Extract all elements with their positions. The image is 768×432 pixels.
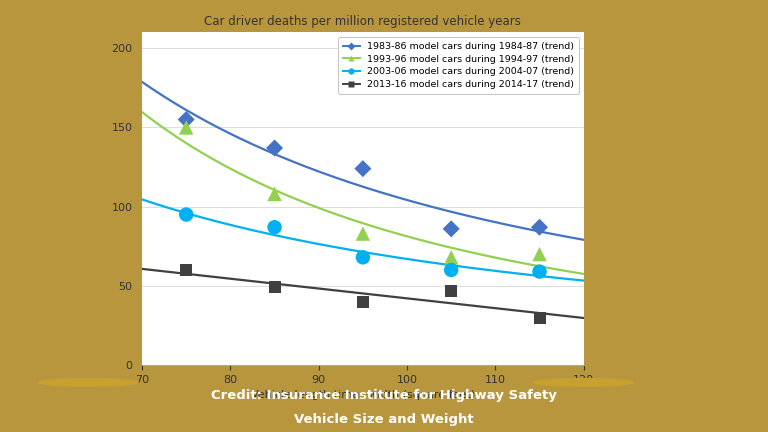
Text: Credit: Insurance Institute for Highway Safety: Credit: Insurance Institute for Highway … <box>211 389 557 402</box>
Text: Vehicle Size and Weight: Vehicle Size and Weight <box>294 413 474 426</box>
Point <box>445 287 458 294</box>
Point <box>356 298 369 305</box>
Point <box>269 284 281 291</box>
X-axis label: Vehicle length times width (square feet): Vehicle length times width (square feet) <box>251 391 475 400</box>
Point <box>356 230 369 237</box>
Point <box>534 251 546 257</box>
Point <box>180 267 193 273</box>
Point <box>180 211 193 218</box>
Point <box>356 254 369 261</box>
Point <box>445 226 458 232</box>
Point <box>269 191 281 197</box>
Title: Car driver deaths per million registered vehicle years: Car driver deaths per million registered… <box>204 16 521 29</box>
Point <box>534 314 546 321</box>
Circle shape <box>534 378 634 386</box>
Point <box>534 224 546 231</box>
Point <box>269 145 281 152</box>
Point <box>180 116 193 123</box>
Point <box>445 267 458 273</box>
Point <box>269 224 281 231</box>
Legend: 1983-86 model cars during 1984-87 (trend), 1993-96 model cars during 1994-97 (tr: 1983-86 model cars during 1984-87 (trend… <box>338 37 579 94</box>
Point <box>356 165 369 172</box>
Point <box>445 254 458 261</box>
Circle shape <box>38 378 138 386</box>
Point <box>534 268 546 275</box>
Point <box>180 124 193 131</box>
